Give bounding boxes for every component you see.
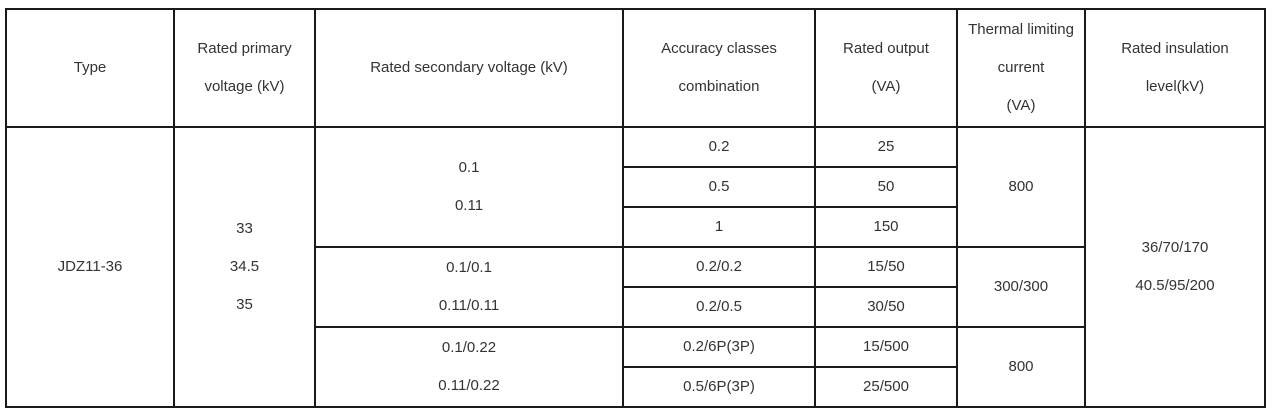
- table-row: 0.1/0.22 0.11/0.22 0.2/6P(3P) 15/500 800: [6, 326, 1265, 408]
- header-insulation-level-line1: Rated insulation: [1121, 40, 1229, 57]
- header-secondary-voltage: Rated secondary voltage (kV): [314, 8, 624, 128]
- header-row: Type Rated primary voltage (kV) Rated se…: [5, 8, 1266, 128]
- thermal-current-cell: 800: [956, 326, 1086, 408]
- secondary-voltage-cell: 0.1/0.1 0.11/0.11: [314, 246, 624, 328]
- header-insulation-level-line2: level(kV): [1145, 78, 1205, 95]
- secondary-voltage-value: 0.11/0.22: [438, 377, 500, 394]
- type-cell: JDZ11-36: [5, 126, 175, 408]
- secondary-voltage-value: 0.11/0.11: [438, 297, 500, 314]
- table-row: 0.1/0.1 0.11/0.11 0.2/0.2 15/50 300/300: [6, 246, 1265, 328]
- header-thermal-current-line2: current: [997, 59, 1045, 76]
- output-cell: 25/500: [814, 366, 958, 408]
- insulation-level-cell: 36/70/170 40.5/95/200: [1084, 126, 1266, 408]
- primary-voltage-value: 33: [236, 220, 253, 237]
- secondary-voltage-value: 0.1: [458, 159, 480, 176]
- header-accuracy-line1: Accuracy classes: [661, 40, 777, 57]
- secondary-voltage-cell: 0.1/0.22 0.11/0.22: [314, 326, 624, 408]
- secondary-voltage-value: 0.1/0.1: [446, 259, 492, 276]
- header-type-label: Type: [73, 59, 107, 76]
- secondary-voltage-cell: 0.1 0.11: [314, 126, 624, 248]
- header-accuracy: Accuracy classes combination: [622, 8, 816, 128]
- accuracy-cell: 0.5: [622, 166, 816, 208]
- accuracy-cell: 0.5/6P(3P): [622, 366, 816, 408]
- type-value: JDZ11-36: [57, 258, 123, 275]
- table-row: 0.2/0.5 30/50: [6, 286, 1265, 328]
- accuracy-cell: 0.2/0.2: [622, 246, 816, 288]
- table-row: 0.5 50: [6, 166, 1265, 208]
- output-cell: 30/50: [814, 286, 958, 328]
- output-cell: 15/50: [814, 246, 958, 288]
- header-thermal-current-line3: (VA): [1006, 97, 1036, 114]
- output-cell: 50: [814, 166, 958, 208]
- header-type: Type: [5, 8, 175, 128]
- header-rated-output: Rated output (VA): [814, 8, 958, 128]
- header-secondary-voltage-label: Rated secondary voltage (kV): [370, 59, 568, 76]
- table-row: 1 150: [6, 206, 1265, 248]
- secondary-voltage-value: 0.1/0.22: [441, 339, 497, 356]
- thermal-current-cell: 300/300: [956, 246, 1086, 328]
- secondary-voltage-value: 0.11: [454, 197, 484, 214]
- header-rated-output-line2: (VA): [871, 78, 901, 95]
- accuracy-cell: 0.2/0.5: [622, 286, 816, 328]
- output-cell: 25: [814, 126, 958, 168]
- thermal-current-cell: 800: [956, 126, 1086, 248]
- header-primary-voltage-line2: voltage (kV): [204, 78, 285, 95]
- accuracy-cell: 0.2: [622, 126, 816, 168]
- table-row: JDZ11-36 33 34.5 35 0.1 0.11 0.2 25 800 …: [5, 126, 1266, 408]
- insulation-level-value: 40.5/95/200: [1135, 277, 1215, 294]
- insulation-level-value: 36/70/170: [1141, 239, 1209, 256]
- accuracy-cell: 1: [622, 206, 816, 248]
- spec-table: Type Rated primary voltage (kV) Rated se…: [5, 8, 1266, 408]
- table-row: 0.5/6P(3P) 25/500: [6, 366, 1265, 408]
- primary-voltage-value: 35: [236, 296, 253, 313]
- output-cell: 150: [814, 206, 958, 248]
- header-rated-output-line1: Rated output: [843, 40, 929, 57]
- header-accuracy-line2: combination: [678, 78, 760, 95]
- header-primary-voltage: Rated primary voltage (kV): [173, 8, 316, 128]
- output-cell: 15/500: [814, 326, 958, 368]
- header-primary-voltage-line1: Rated primary: [197, 40, 292, 57]
- header-insulation-level: Rated insulation level(kV): [1084, 8, 1266, 128]
- header-thermal-current-line1: Thermal limiting: [968, 21, 1074, 38]
- header-thermal-current: Thermal limiting current (VA): [956, 8, 1086, 128]
- primary-voltage-value: 34.5: [229, 258, 260, 275]
- primary-voltage-cell: 33 34.5 35: [173, 126, 316, 408]
- accuracy-cell: 0.2/6P(3P): [622, 326, 816, 368]
